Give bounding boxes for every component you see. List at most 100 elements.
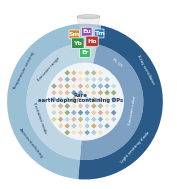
Polygon shape	[97, 83, 104, 89]
Polygon shape	[64, 116, 71, 123]
Polygon shape	[104, 89, 110, 96]
Polygon shape	[64, 129, 71, 136]
Polygon shape	[77, 17, 100, 56]
Polygon shape	[51, 96, 57, 103]
Text: Rare
earth doping/containing DPs: Rare earth doping/containing DPs	[38, 93, 123, 103]
Polygon shape	[64, 83, 71, 89]
Polygon shape	[84, 96, 91, 103]
Polygon shape	[57, 109, 64, 116]
FancyBboxPatch shape	[94, 29, 104, 38]
Polygon shape	[84, 103, 91, 109]
Text: Light emitting diode: Light emitting diode	[120, 131, 151, 164]
Wedge shape	[7, 24, 101, 179]
FancyBboxPatch shape	[80, 49, 90, 57]
Polygon shape	[97, 116, 104, 123]
Polygon shape	[51, 89, 57, 96]
Text: Excitation mode: Excitation mode	[32, 102, 47, 134]
Polygon shape	[77, 83, 84, 89]
Polygon shape	[104, 83, 110, 89]
FancyBboxPatch shape	[72, 38, 84, 49]
Polygon shape	[57, 116, 64, 123]
Text: Tm: Tm	[94, 31, 104, 36]
Polygon shape	[110, 109, 117, 116]
Polygon shape	[77, 69, 84, 76]
Polygon shape	[90, 103, 97, 109]
Polygon shape	[57, 103, 64, 109]
Wedge shape	[78, 25, 163, 180]
Polygon shape	[84, 76, 91, 83]
Polygon shape	[70, 129, 77, 136]
Polygon shape	[70, 69, 77, 76]
Text: Yb: Yb	[73, 41, 82, 46]
Polygon shape	[84, 116, 91, 123]
FancyBboxPatch shape	[86, 36, 98, 47]
Polygon shape	[57, 122, 64, 129]
Polygon shape	[104, 96, 110, 103]
Polygon shape	[51, 109, 57, 116]
Polygon shape	[110, 116, 117, 123]
Polygon shape	[64, 89, 71, 96]
Polygon shape	[104, 109, 110, 116]
Polygon shape	[57, 96, 64, 103]
Text: Anticounterfeiting: Anticounterfeiting	[18, 128, 44, 159]
Text: Sm: Sm	[69, 32, 80, 37]
Polygon shape	[77, 76, 84, 83]
Polygon shape	[90, 76, 97, 83]
Polygon shape	[90, 83, 97, 89]
Polygon shape	[84, 122, 91, 129]
Text: Ho: Ho	[87, 39, 97, 44]
Polygon shape	[90, 122, 97, 129]
FancyBboxPatch shape	[81, 27, 92, 36]
Text: Er: Er	[81, 50, 89, 55]
Polygon shape	[70, 109, 77, 116]
Polygon shape	[70, 96, 77, 103]
Polygon shape	[84, 129, 91, 136]
Polygon shape	[64, 109, 71, 116]
Polygon shape	[84, 83, 91, 89]
Polygon shape	[84, 89, 91, 96]
Polygon shape	[77, 109, 84, 116]
Polygon shape	[51, 83, 57, 89]
Polygon shape	[84, 69, 91, 76]
Polygon shape	[57, 89, 64, 96]
Ellipse shape	[77, 15, 100, 19]
Text: Emission color: Emission color	[128, 95, 137, 125]
Text: Temperature sensing: Temperature sensing	[13, 51, 36, 91]
Polygon shape	[97, 103, 104, 109]
Polygon shape	[97, 129, 104, 136]
Polygon shape	[90, 96, 97, 103]
Polygon shape	[64, 96, 71, 103]
Polygon shape	[110, 96, 117, 103]
FancyBboxPatch shape	[69, 30, 80, 39]
Text: Eu: Eu	[82, 29, 91, 34]
Polygon shape	[104, 76, 110, 83]
Circle shape	[46, 63, 124, 140]
Wedge shape	[80, 44, 143, 160]
Polygon shape	[97, 122, 104, 129]
Polygon shape	[57, 83, 64, 89]
Polygon shape	[104, 103, 110, 109]
Polygon shape	[104, 116, 110, 123]
Polygon shape	[64, 103, 71, 109]
Polygon shape	[77, 96, 84, 103]
Polygon shape	[77, 103, 84, 109]
Polygon shape	[64, 122, 71, 129]
Wedge shape	[27, 43, 97, 160]
Polygon shape	[97, 109, 104, 116]
Polygon shape	[97, 96, 104, 103]
Polygon shape	[110, 83, 117, 89]
Polygon shape	[70, 83, 77, 89]
Polygon shape	[77, 129, 84, 136]
Polygon shape	[90, 116, 97, 123]
Polygon shape	[64, 69, 71, 76]
Polygon shape	[57, 76, 64, 83]
Polygon shape	[77, 89, 84, 96]
Polygon shape	[110, 103, 117, 109]
Polygon shape	[77, 122, 84, 129]
Polygon shape	[70, 76, 77, 83]
Text: X-ray scintillator: X-ray scintillator	[136, 54, 155, 85]
Polygon shape	[110, 89, 117, 96]
Polygon shape	[70, 103, 77, 109]
Polygon shape	[90, 109, 97, 116]
Text: PL QY: PL QY	[112, 58, 123, 68]
